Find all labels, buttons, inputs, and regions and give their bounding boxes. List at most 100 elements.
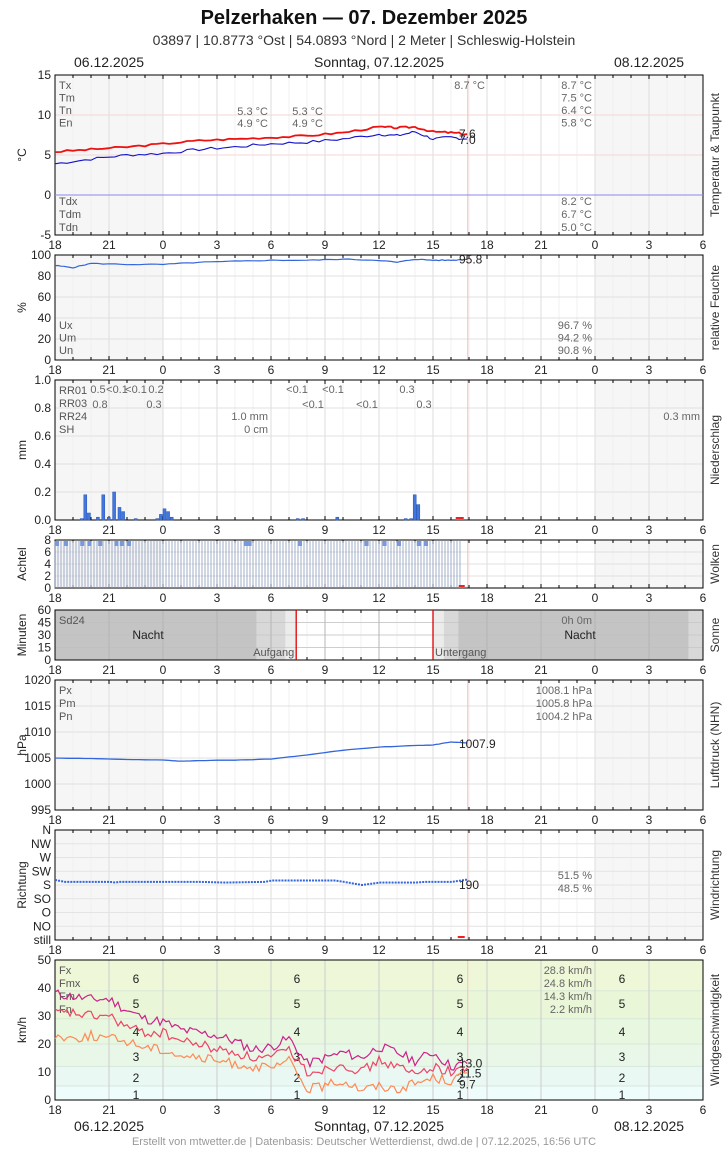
x-tick-label: 0 <box>592 238 599 252</box>
x-tick-label: 3 <box>646 1103 653 1117</box>
x-tick-label: 18 <box>480 523 494 537</box>
legend-rr01: RR01 <box>59 385 87 397</box>
x-tick-label: 21 <box>102 943 116 957</box>
x-tick-label: 18 <box>480 1103 494 1117</box>
legend-um: Um <box>59 333 76 345</box>
precip-bar <box>416 504 421 521</box>
last-humidity: 95.8 <box>459 252 483 266</box>
x-tick-label: 21 <box>534 523 548 537</box>
x-tick-label: 9 <box>322 663 329 677</box>
x-tick-label: 18 <box>480 238 494 252</box>
x-tick-label: 12 <box>372 523 386 537</box>
x-tick-label: 3 <box>646 943 653 957</box>
series-line-temperatur <box>54 125 468 153</box>
last-direction: 190 <box>459 878 479 892</box>
beaufort-label: 6 <box>457 972 464 986</box>
legend-rr03: RR03 <box>59 398 87 410</box>
x-tick-label: 12 <box>372 813 386 827</box>
x-tick-label: 3 <box>646 363 653 377</box>
x-tick-label: 15 <box>426 1103 440 1117</box>
en-prev: 4.9 °C <box>237 118 268 130</box>
y-tick-label: 30 <box>38 1009 52 1023</box>
x-tick-label: 3 <box>214 813 221 827</box>
legend-en: En <box>59 118 72 130</box>
y-axis-label: Minuten <box>15 614 29 657</box>
legend-pn: Pn <box>59 711 72 723</box>
x-tick-label: 6 <box>268 943 275 957</box>
last-fx: 13.0 <box>459 1057 483 1071</box>
beaufort-label: 2 <box>133 1071 140 1085</box>
y-tick-label: 0.0 <box>34 513 51 527</box>
y-tick-label: 0 <box>44 1093 51 1107</box>
precip-bar <box>162 508 167 521</box>
y-tick-label: 0.8 <box>34 401 51 415</box>
panel-title: Windrichtung <box>708 850 722 920</box>
y-tick-label: NW <box>31 837 52 851</box>
x-tick-label: 9 <box>322 363 329 377</box>
rr24-next: 0.3 mm <box>663 411 700 423</box>
legend-pm: Pm <box>59 698 76 710</box>
x-tick-label: 9 <box>322 813 329 827</box>
x-tick-label: 0 <box>160 663 167 677</box>
legend-sh: SH <box>59 424 74 436</box>
beaufort-label: 2 <box>457 1071 464 1085</box>
last-pressure: 1007.9 <box>459 737 496 751</box>
y-tick-label: still <box>34 933 51 947</box>
en-prev2: 4.9 °C <box>292 118 323 130</box>
panel-title: Wolken <box>708 544 722 584</box>
rr03-value: 0.8 <box>92 399 107 411</box>
date-left: 06.12.2025 <box>74 54 145 70</box>
summary: 1008.1 hPa <box>536 685 593 697</box>
footer-date-right: 08.12.2025 <box>614 1118 685 1134</box>
x-tick-label: 21 <box>534 813 548 827</box>
x-tick-label: 3 <box>646 663 653 677</box>
rr01-value: 0.2 <box>148 384 163 396</box>
summary-top: 8.7 °C <box>561 80 592 92</box>
beaufort-label: 2 <box>294 1071 301 1085</box>
beaufort-label: 1 <box>619 1088 626 1102</box>
y-tick-label: SW <box>32 864 52 878</box>
x-tick-label: 0 <box>592 363 599 377</box>
x-tick-label: 18 <box>480 591 494 605</box>
beaufort-label: 6 <box>619 972 626 986</box>
x-tick-label: 3 <box>214 1103 221 1117</box>
summary-top: 7.5 °C <box>561 93 592 105</box>
x-tick-label: 6 <box>700 663 707 677</box>
beaufort-label: 6 <box>133 972 140 986</box>
y-tick-label: 45 <box>38 616 52 630</box>
footer-date-center: Sonntag, 07.12.2025 <box>314 1118 445 1134</box>
rr03-value: 0.3 <box>416 399 431 411</box>
precip-bar <box>133 518 138 521</box>
series-line-fn <box>54 1028 468 1094</box>
x-tick-label: 18 <box>48 523 62 537</box>
x-tick-label: 21 <box>534 591 548 605</box>
legend-ux: Ux <box>59 320 73 332</box>
x-tick-label: 6 <box>268 523 275 537</box>
x-tick-label: 21 <box>102 238 116 252</box>
rr01-value: <0.1 <box>286 384 308 396</box>
x-tick-label: 21 <box>534 363 548 377</box>
x-tick-label: 6 <box>268 363 275 377</box>
precip-bar <box>87 512 91 521</box>
precip-bar <box>169 516 174 521</box>
summary: 1004.2 hPa <box>536 711 593 723</box>
y-tick-label: -5 <box>40 228 51 242</box>
series-line-taupunkt <box>54 130 468 165</box>
precip-bar <box>112 491 116 521</box>
beaufort-label: 5 <box>294 997 301 1011</box>
x-tick-label: 12 <box>372 1103 386 1117</box>
x-tick-label: 18 <box>480 943 494 957</box>
legend-tm: Tm <box>59 93 75 105</box>
x-tick-label: 3 <box>214 943 221 957</box>
x-tick-label: 6 <box>268 663 275 677</box>
x-tick-label: 0 <box>592 1103 599 1117</box>
legend-un: Un <box>59 345 73 357</box>
series-line-rel-feuchte <box>54 258 468 269</box>
x-tick-label: 0 <box>592 523 599 537</box>
y-axis-label: °C <box>15 148 29 162</box>
summary: 94.2 % <box>558 333 592 345</box>
y-tick-label: 0.4 <box>34 457 51 471</box>
tn-prev2: 5.3 °C <box>292 106 323 118</box>
summary: 14.3 km/h <box>544 991 592 1003</box>
y-tick-label: 0.6 <box>34 429 51 443</box>
